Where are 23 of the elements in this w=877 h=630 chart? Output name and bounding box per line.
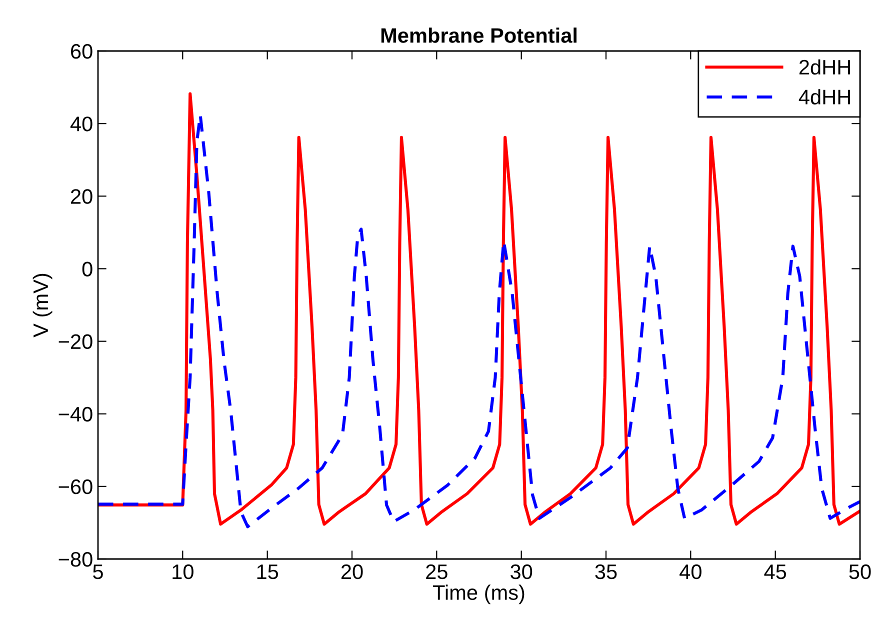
x-tick-label: 50 — [849, 564, 871, 580]
chart-title: Membrane Potential — [381, 28, 577, 43]
x-axis-title: Time (ms) — [432, 584, 524, 604]
y-tick-label: 60 — [71, 44, 92, 59]
legend-label: 4dHH — [798, 89, 850, 104]
x-tick-label: 35 — [595, 564, 617, 580]
x-tick-label: 45 — [764, 564, 786, 580]
y-tick-label: −40 — [58, 406, 92, 422]
y-tick-label: −80 — [58, 552, 92, 567]
y-tick-label: −60 — [58, 479, 92, 494]
y-tick-label: 0 — [82, 262, 92, 276]
y-tick-label: 40 — [70, 116, 92, 132]
x-tick-label: 20 — [341, 564, 363, 580]
x-tick-label: 25 — [426, 564, 448, 580]
x-tick-label: 10 — [172, 564, 194, 580]
y-tick-label: 20 — [71, 189, 92, 204]
y-tick-label: −20 — [58, 334, 92, 350]
legend-label: 2dHH — [799, 59, 850, 75]
x-tick-label: 30 — [510, 564, 532, 580]
x-tick-label: 15 — [257, 564, 278, 580]
x-tick-label: 5 — [93, 564, 103, 580]
x-tick-label: 40 — [680, 564, 702, 580]
y-axis-title: V (mV) — [32, 274, 52, 338]
